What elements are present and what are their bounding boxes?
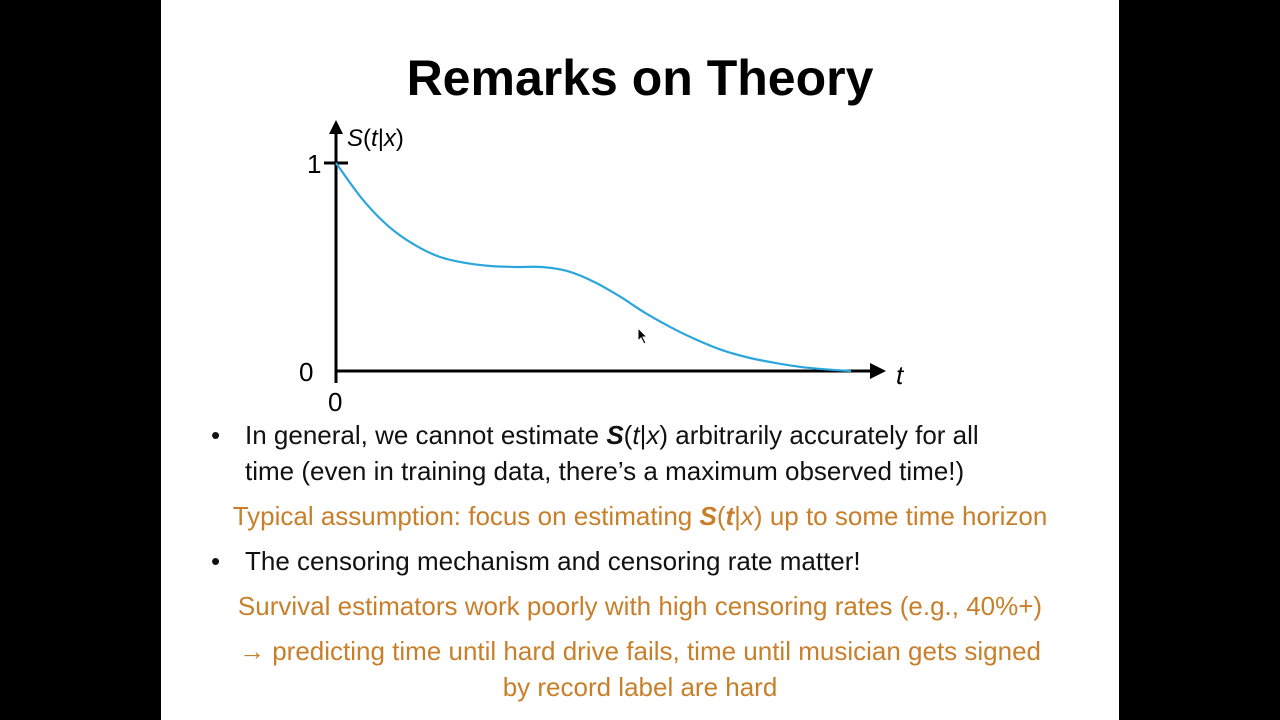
bullet-1-t: t [632,420,640,450]
bullet-1-prefix: In general, we cannot estimate [245,420,607,450]
y-tick-label-0: 0 [299,357,313,387]
bullet-1-S: S [606,420,624,450]
assumption-t: t [725,501,735,531]
mouse-pointer-icon [637,327,649,345]
bullet-dot: • [211,546,221,576]
assumption-suffix: up to some time horizon [762,501,1048,531]
x-tick-label-0: 0 [328,387,342,417]
y-axis-label-S: S [347,125,363,152]
y-axis-label: S(t|x) [347,125,404,152]
assumption-S: S [699,501,717,531]
assumption-pc: ) [753,501,763,531]
bullet-1-pc: ) [659,420,669,450]
y-axis-label-x: x [383,125,397,152]
examples-line-2: by record label are hard [502,672,778,702]
bullet-1-bar: | [639,420,647,450]
assumption-x: x [740,501,754,531]
bullet-2-text: The censoring mechanism and censoring ra… [245,546,861,576]
slide-title: Remarks on Theory [406,50,874,106]
bullet-1-line-1: In general, we cannot estimate S(t|x) ar… [245,417,1085,453]
bullet-1-po: ( [623,420,633,450]
bullet-1-line-2: time (even in training data, there’s a m… [245,456,965,486]
bullet-1-x: x [646,420,660,450]
y-axis-label-t: t [371,125,379,152]
assumption-prefix: Typical assumption: focus on estimating [232,501,700,531]
survival-curve [335,162,852,373]
typical-assumption: Typical assumption: focus on estimating … [161,498,1119,534]
y-axis-label-bar: | [378,125,384,152]
y-tick-label-1: 1 [307,149,321,179]
y-axis-label-po: ( [363,125,371,152]
bullet-2: • The censoring mechanism and censoring … [211,543,1085,579]
estimators-remark: Survival estimators work poorly with hig… [237,591,1043,621]
x-axis-arrow [870,363,886,379]
y-axis-arrow [329,120,343,134]
examples-line-1: → predicting time until hard drive fails… [238,636,1042,666]
survival-chart: 1 0 0 S(t|x) t [299,120,905,417]
x-axis-label: t [896,360,905,390]
bullet-dot: • [211,420,221,450]
slide: Remarks on Theory 1 0 0 S(t|x) t • In ge… [161,0,1119,720]
bullet-1-suffix: arbitrarily accurately for all [668,420,979,450]
assumption-bar: | [734,501,741,531]
assumption-po: ( [716,501,726,531]
bullet-1: • In general, we cannot estimate S(t|x) … [211,417,1085,489]
y-axis-label-pc: ) [396,125,404,152]
